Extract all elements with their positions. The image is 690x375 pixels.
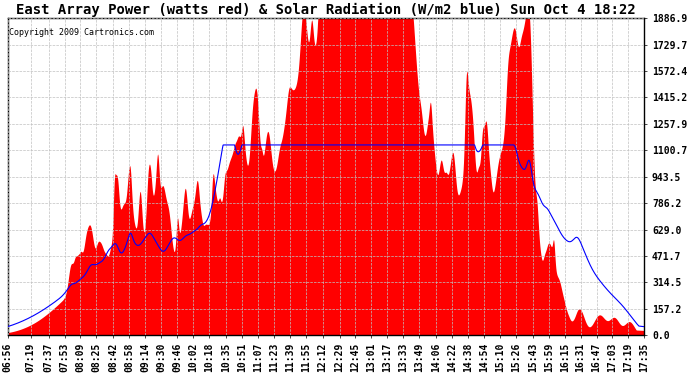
Title: East Array Power (watts red) & Solar Radiation (W/m2 blue) Sun Oct 4 18:22: East Array Power (watts red) & Solar Rad… [16, 3, 636, 17]
Text: Copyright 2009 Cartronics.com: Copyright 2009 Cartronics.com [9, 28, 154, 37]
